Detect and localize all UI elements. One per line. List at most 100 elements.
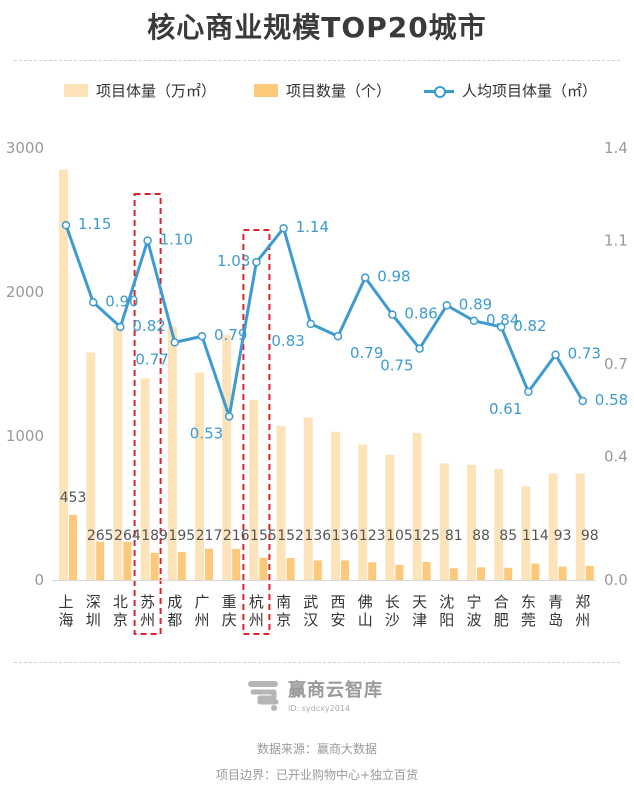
- bar-area: [59, 169, 68, 580]
- per-capita-label: 0.82: [513, 317, 546, 335]
- count-label: 81: [445, 528, 463, 544]
- category-label: 郑州: [575, 593, 590, 629]
- left-axis-tick: 0: [34, 571, 44, 589]
- per-capita-label: 0.83: [271, 332, 304, 350]
- bar-layer: [59, 169, 594, 580]
- count-label: 93: [554, 528, 572, 544]
- right-axis-tick: 1.1: [604, 232, 628, 250]
- chart-canvas: 0 1000 2000 3000 0.0 0.4 0.7 1.1 1.4 上海深圳北京苏州成都广州…: [6, 139, 629, 635]
- bar-area: [331, 431, 340, 580]
- per-capita-line: [64, 224, 585, 418]
- legend-label-per-capita: 人均项目体量（㎡）: [462, 82, 598, 100]
- axis-layer: 0 1000 2000 3000 0.0 0.4 0.7 1.1 1.4 上海深圳北京苏州成都广州…: [6, 139, 628, 629]
- per-capita-point: [197, 331, 207, 341]
- per-capita-label: 1.10: [160, 231, 193, 249]
- bar-area: [303, 417, 313, 580]
- bar-count: [313, 560, 322, 580]
- bar-count: [477, 567, 485, 580]
- per-capita-point: [170, 338, 180, 347]
- legend-item-area: 项目体量（万㎡）: [64, 80, 216, 101]
- count-label: 217: [196, 528, 223, 544]
- bar-area: [276, 425, 286, 580]
- per-capita-point: [415, 344, 424, 353]
- legend-line-icon: [424, 84, 454, 98]
- category-label: 深圳: [86, 593, 101, 629]
- per-capita-label: 0.86: [404, 305, 437, 323]
- line-layer: [61, 220, 588, 421]
- footer-scope: 项目边界：已开业购物中心+独立百货: [215, 768, 419, 782]
- per-capita-point: [496, 322, 506, 332]
- highlight-box: [133, 193, 162, 635]
- count-label: 264: [114, 528, 141, 544]
- count-label: 114: [522, 528, 549, 544]
- per-capita-label: 0.79: [350, 344, 383, 362]
- chart-legend: 项目体量（万㎡） 项目数量（个） 人均项目体量（㎡）: [0, 80, 634, 104]
- bar-area: [249, 400, 259, 580]
- bar-area: [521, 486, 531, 580]
- bar-count: [585, 565, 594, 580]
- footer-source: 数据来源：赢商大数据: [256, 742, 377, 756]
- bar-area: [358, 444, 368, 580]
- per-capita-label: 0.82: [132, 317, 165, 335]
- category-label: 沈阳: [439, 593, 454, 629]
- count-label: 265: [87, 528, 114, 544]
- bar-count: [422, 562, 431, 580]
- left-axis-tick: 3000: [6, 139, 44, 157]
- brand-name: 赢商云智库: [288, 680, 383, 701]
- count-label: 216: [223, 528, 250, 544]
- count-label: 155: [250, 528, 277, 544]
- per-capita-label: 0.73: [568, 345, 601, 363]
- category-label: 成都: [167, 593, 182, 629]
- category-label: 北京: [113, 593, 128, 629]
- count-label: 88: [472, 528, 490, 544]
- per-capita-point: [306, 319, 316, 329]
- count-label: 85: [499, 528, 517, 544]
- right-axis-tick: 0.7: [604, 355, 628, 373]
- legend-label-count: 项目数量（个）: [286, 82, 392, 100]
- category-label: 南京: [276, 593, 291, 629]
- bar-area: [548, 473, 558, 580]
- per-capita-point: [469, 316, 479, 326]
- per-capita-label: 0.58: [595, 391, 628, 409]
- per-capita-point: [578, 396, 588, 406]
- bar-area: [439, 463, 449, 580]
- count-label: 105: [386, 528, 413, 544]
- bar-area: [467, 464, 476, 580]
- count-label: 195: [168, 528, 195, 544]
- highlight-layer: [133, 193, 271, 635]
- bar-area: [385, 454, 395, 580]
- category-label: 青岛: [548, 593, 563, 629]
- bar-count: [504, 567, 513, 580]
- category-label: 宁波: [466, 593, 481, 629]
- brand-logo-icon: [248, 680, 279, 711]
- per-capita-point: [388, 310, 397, 319]
- per-capita-label: 0.98: [377, 268, 410, 286]
- bar-count: [150, 552, 159, 580]
- per-capita-label: 0.61: [489, 400, 522, 418]
- per-capita-point: [252, 257, 261, 267]
- per-capita-point: [88, 298, 98, 307]
- per-capita-label: 0.79: [214, 326, 247, 344]
- bar-area: [412, 433, 422, 580]
- highlight-box: [242, 229, 271, 635]
- count-label: 189: [141, 528, 168, 544]
- right-axis-tick: 0.0: [604, 571, 628, 589]
- legend-item-per-capita: 人均项目体量（㎡）: [424, 80, 597, 101]
- count-label: 123: [359, 528, 386, 544]
- chart-title: 核心商业规模TOP20城市: [147, 11, 487, 44]
- count-label: 152: [277, 528, 304, 544]
- per-capita-label: 0.75: [380, 357, 413, 375]
- bottom-divider: [14, 662, 620, 663]
- category-label: 佛山: [358, 593, 373, 629]
- bar-area: [167, 326, 177, 580]
- bar-area: [195, 372, 204, 580]
- bar-count: [558, 566, 567, 580]
- bar-area: [140, 378, 150, 580]
- per-capita-label: 1.03: [217, 252, 250, 270]
- bar-count: [449, 568, 458, 580]
- bar-area: [86, 352, 96, 580]
- bar-area: [222, 335, 232, 580]
- count-label: 136: [304, 528, 331, 544]
- bar-count: [368, 562, 377, 580]
